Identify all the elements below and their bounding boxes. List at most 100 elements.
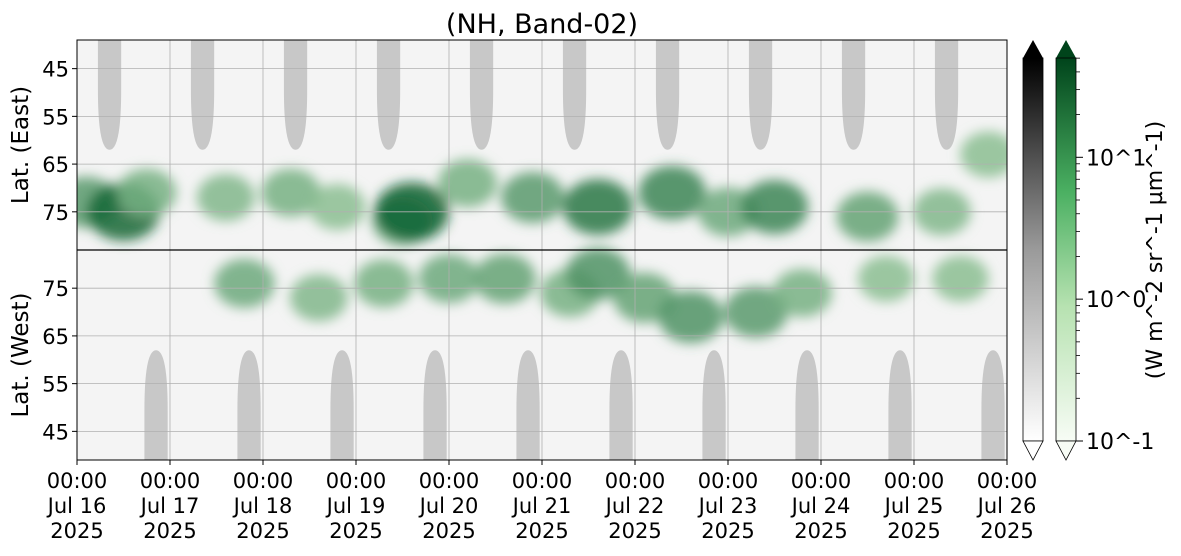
x-tick-label: Jul 16 xyxy=(46,494,107,518)
x-tick-label: 2025 xyxy=(980,519,1033,543)
green-blob xyxy=(565,247,631,300)
x-tick-label: Jul 22 xyxy=(604,494,665,518)
x-tick-label: 00:00 xyxy=(419,469,480,493)
x-tick-label: 2025 xyxy=(329,519,382,543)
lower-mask xyxy=(423,350,447,460)
x-tick-label: 00:00 xyxy=(977,469,1038,493)
x-tick-label: Jul 25 xyxy=(883,494,944,518)
y-tick-labels: 45 55 65 75 75 65 55 45 xyxy=(42,58,77,444)
x-tick-label: 2025 xyxy=(236,519,289,543)
x-tick-label: 2025 xyxy=(422,519,475,543)
x-tick-label: Jul 23 xyxy=(697,494,758,518)
green-blob xyxy=(740,180,809,235)
green-blob xyxy=(214,258,275,308)
x-tick-label: Jul 17 xyxy=(139,494,200,518)
y-tick-label: 45 xyxy=(42,58,69,82)
colorbar-tick-label: 10^-1 xyxy=(1086,430,1154,455)
x-tick-label: 2025 xyxy=(608,519,661,543)
y-tick-label: 55 xyxy=(42,105,69,129)
x-tick-label: Jul 21 xyxy=(511,494,572,518)
green-blob xyxy=(638,165,706,220)
x-tick-label: 00:00 xyxy=(140,469,201,493)
lower-mask xyxy=(795,350,819,460)
green-blob xyxy=(196,174,255,221)
green-blob xyxy=(117,168,177,217)
green-blob xyxy=(501,172,565,223)
colorbar-label: (W m^-2 sr^-1 µm^-1) xyxy=(1143,121,1168,379)
colorbar-gray-body xyxy=(1022,57,1044,442)
green-blob xyxy=(857,255,915,302)
x-tick-label: Jul 24 xyxy=(790,494,851,518)
colorbar-tick-label: 10^1 xyxy=(1086,146,1146,171)
green-blob xyxy=(772,268,833,317)
green-blob xyxy=(658,290,724,343)
y-tick-label: 45 xyxy=(42,420,69,444)
x-tick-label: 2025 xyxy=(515,519,568,543)
x-tick-label: 00:00 xyxy=(512,469,573,493)
x-tick-label: 2025 xyxy=(143,519,196,543)
upper-mask xyxy=(469,40,494,150)
lower-mask xyxy=(330,350,354,460)
upper-ylabel: Lat. (East) xyxy=(8,86,34,204)
upper-mask xyxy=(97,40,122,150)
x-tick-label: 00:00 xyxy=(233,469,294,493)
x-tick-label: 2025 xyxy=(50,519,103,543)
y-tick-label: 75 xyxy=(42,201,69,225)
y-tick-label: 75 xyxy=(42,277,69,301)
x-tick-label: Jul 18 xyxy=(232,494,293,518)
green-blob xyxy=(960,131,1007,178)
x-tick-label: Jul 26 xyxy=(976,494,1037,518)
upper-mask xyxy=(562,40,587,150)
x-tick-label: 00:00 xyxy=(791,469,852,493)
green-blob xyxy=(261,168,321,217)
green-blob xyxy=(562,179,633,236)
colorbar-gray xyxy=(1022,40,1044,461)
lower-ylabel: Lat. (West) xyxy=(8,292,34,417)
green-blob xyxy=(836,191,899,242)
upper-mask xyxy=(841,40,866,150)
y-tick-label: 65 xyxy=(42,153,69,177)
colorbar-tick-label: 10^0 xyxy=(1086,288,1146,313)
chart-title: (NH, Band-02) xyxy=(446,9,638,40)
x-tick-label: 2025 xyxy=(887,519,940,543)
upper-mask xyxy=(934,40,959,150)
colorbar-green-min-arrow xyxy=(1055,440,1077,461)
lower-mask xyxy=(888,350,912,460)
colorbar-green: 10^-1 10^0 10^1 xyxy=(1055,40,1154,461)
green-blob xyxy=(438,159,498,208)
lower-mask xyxy=(981,350,1005,460)
x-tick-label: 00:00 xyxy=(698,469,759,493)
x-tick-label: 00:00 xyxy=(605,469,666,493)
green-blob xyxy=(289,274,348,322)
upper-mask xyxy=(190,40,215,150)
lower-mask xyxy=(144,350,168,460)
x-tick-label: 00:00 xyxy=(884,469,945,493)
lower-mask xyxy=(702,350,726,460)
green-blob xyxy=(473,253,536,304)
x-tick-label: 00:00 xyxy=(326,469,387,493)
green-blob xyxy=(309,184,366,231)
upper-mask xyxy=(655,40,680,150)
colorbar-gray-max-arrow xyxy=(1023,40,1043,58)
plot-area xyxy=(76,39,1008,461)
lower-mask xyxy=(516,350,540,460)
upper-mask xyxy=(376,40,401,150)
x-tick-label: Jul 20 xyxy=(418,494,479,518)
y-tick-label: 65 xyxy=(42,325,69,349)
green-blob xyxy=(724,286,788,338)
lower-mask xyxy=(609,350,633,460)
colorbar-ticks: 10^-1 10^0 10^1 xyxy=(1076,57,1154,455)
colorbar-green-body xyxy=(1055,57,1077,442)
x-tick-label: Jul 19 xyxy=(325,494,386,518)
colorbar-gray-min-end xyxy=(1022,440,1044,461)
colorbar-green-max-arrow xyxy=(1056,40,1076,58)
x-tick-label: 2025 xyxy=(794,519,847,543)
green-blob xyxy=(932,255,989,302)
x-tick-label: 2025 xyxy=(701,519,754,543)
lower-mask xyxy=(237,350,261,460)
green-blob xyxy=(354,259,414,308)
upper-mask xyxy=(283,40,308,150)
x-tick-label: 00:00 xyxy=(47,469,108,493)
